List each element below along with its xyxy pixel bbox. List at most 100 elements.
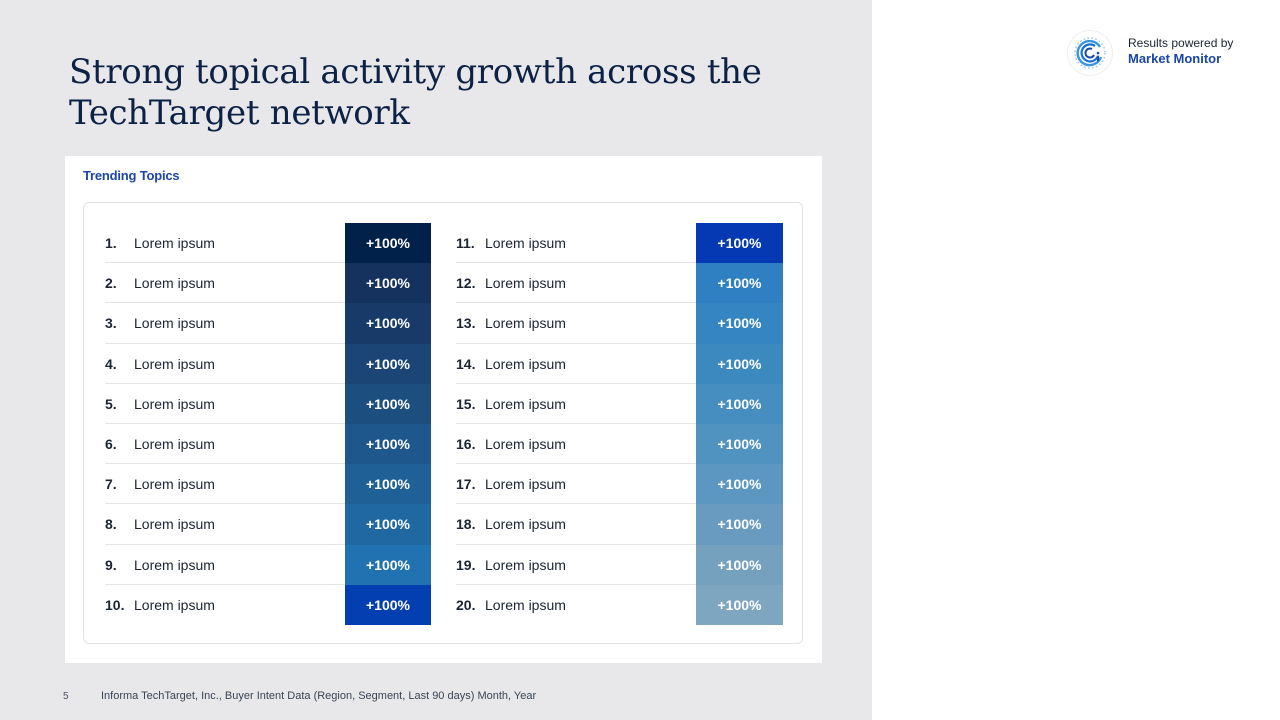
topic-row: 8. Lorem ipsum +100%	[105, 504, 431, 545]
row-divider	[456, 583, 696, 585]
topic-label: Lorem ipsum	[485, 315, 566, 332]
topic-change-badge: +100%	[345, 303, 431, 344]
topic-label: Lorem ipsum	[134, 275, 215, 292]
topic-rank: 7.	[105, 476, 117, 493]
row-divider	[456, 422, 696, 424]
topic-change-badge: +100%	[345, 223, 431, 264]
topic-row: 19. Lorem ipsum +100%	[456, 544, 783, 585]
topic-label: Lorem ipsum	[485, 476, 566, 493]
topic-rank: 18.	[456, 516, 476, 533]
topic-change-badge: +100%	[345, 544, 431, 585]
topic-label: Lorem ipsum	[134, 355, 215, 372]
topics-column-left: 1. Lorem ipsum +100% 2. Lorem ipsum +100% 3. Lo…	[105, 223, 431, 625]
topic-row: 13. Lorem ipsum +100%	[456, 303, 783, 344]
row-divider	[456, 463, 696, 465]
topic-rank: 14.	[456, 355, 476, 372]
topic-row: 1. Lorem ipsum +100%	[105, 223, 431, 264]
row-divider	[105, 262, 345, 264]
topic-label: Lorem ipsum	[485, 395, 566, 412]
topic-row: 14. Lorem ipsum +100%	[456, 343, 783, 384]
topic-change-badge: +100%	[345, 383, 431, 424]
row-divider	[456, 262, 696, 264]
topic-label: Lorem ipsum	[485, 355, 566, 372]
row-divider	[105, 382, 345, 384]
topic-row: 11. Lorem ipsum +100%	[456, 223, 783, 264]
topic-change-badge: +100%	[345, 343, 431, 384]
topic-row: 12. Lorem ipsum +100%	[456, 263, 783, 304]
topic-change-badge: +100%	[696, 383, 783, 424]
topic-label: Lorem ipsum	[485, 435, 566, 452]
card-title: Trending Topics	[83, 168, 180, 183]
topic-row: 3. Lorem ipsum +100%	[105, 303, 431, 344]
slide-content-panel: Strong topical activity growth across th…	[0, 0, 872, 720]
topic-change-badge: +100%	[696, 303, 783, 344]
topic-rank: 5.	[105, 395, 117, 412]
row-divider	[105, 503, 345, 505]
row-divider	[105, 302, 345, 304]
topic-row: 18. Lorem ipsum +100%	[456, 504, 783, 545]
row-divider	[105, 543, 345, 545]
topic-rank: 12.	[456, 275, 476, 292]
topic-label: Lorem ipsum	[134, 556, 215, 573]
topic-label: Lorem ipsum	[485, 275, 566, 292]
topic-row: 5. Lorem ipsum +100%	[105, 383, 431, 424]
topic-change-badge: +100%	[345, 263, 431, 304]
row-divider	[105, 583, 345, 585]
row-divider	[456, 503, 696, 505]
topic-row: 15. Lorem ipsum +100%	[456, 383, 783, 424]
page-number: 5	[63, 691, 69, 702]
topic-change-badge: +100%	[696, 464, 783, 505]
topic-rank: 19.	[456, 556, 476, 573]
topics-table: 1. Lorem ipsum +100% 2. Lorem ipsum +100% 3. Lo…	[83, 202, 803, 644]
topic-row: 20. Lorem ipsum +100%	[456, 584, 783, 625]
topic-rank: 4.	[105, 355, 117, 372]
topic-rank: 17.	[456, 476, 476, 493]
topic-rank: 8.	[105, 516, 117, 533]
topic-change-badge: +100%	[696, 584, 783, 625]
topic-row: 6. Lorem ipsum +100%	[105, 423, 431, 465]
topic-label: Lorem ipsum	[134, 315, 215, 332]
topic-change-badge: +100%	[345, 464, 431, 505]
topic-row: 16. Lorem ipsum +100%	[456, 423, 783, 465]
row-divider	[105, 422, 345, 424]
topic-change-badge: +100%	[696, 504, 783, 545]
topic-row: 10. Lorem ipsum +100%	[105, 584, 431, 625]
topic-rank: 1.	[105, 235, 117, 251]
topic-change-badge: +100%	[696, 544, 783, 585]
topic-row: 17. Lorem ipsum +100%	[456, 464, 783, 505]
topic-change-badge: +100%	[345, 584, 431, 625]
topic-label: Lorem ipsum	[485, 235, 566, 251]
topic-label: Lorem ipsum	[485, 516, 566, 533]
topic-rank: 9.	[105, 556, 117, 573]
topic-rank: 13.	[456, 315, 476, 332]
topic-label: Lorem ipsum	[485, 556, 566, 573]
topic-change-badge: +100%	[696, 343, 783, 384]
topic-rank: 20.	[456, 596, 476, 613]
topic-label: Lorem ipsum	[134, 235, 215, 251]
topic-label: Lorem ipsum	[485, 596, 566, 613]
topic-label: Lorem ipsum	[134, 596, 215, 613]
topic-rank: 3.	[105, 315, 117, 332]
brand-attribution: Results powered by Market Monitor	[1068, 31, 1258, 77]
topics-column-right: 11. Lorem ipsum +100% 12. Lorem ipsum +100% 13…	[456, 223, 783, 625]
topic-label: Lorem ipsum	[134, 516, 215, 533]
topic-change-badge: +100%	[696, 423, 783, 465]
source-note: Informa TechTarget, Inc., Buyer Intent D…	[101, 690, 537, 702]
topic-label: Lorem ipsum	[134, 435, 215, 452]
brand-powered-by: Results powered by	[1128, 36, 1234, 50]
topic-rank: 2.	[105, 275, 117, 292]
row-divider	[105, 342, 345, 344]
brand-name: Market Monitor	[1128, 51, 1222, 66]
topic-label: Lorem ipsum	[134, 395, 215, 412]
topic-rank: 15.	[456, 395, 476, 412]
row-divider	[456, 342, 696, 344]
topic-rank: 6.	[105, 435, 117, 452]
market-monitor-logo-icon	[1068, 31, 1112, 75]
topic-rank: 11.	[456, 235, 475, 251]
topic-change-badge: +100%	[345, 423, 431, 465]
topic-change-badge: +100%	[345, 504, 431, 545]
slide-title: Strong topical activity growth across th…	[69, 52, 762, 133]
row-divider	[105, 463, 345, 465]
topic-row: 7. Lorem ipsum +100%	[105, 464, 431, 505]
topic-row: 9. Lorem ipsum +100%	[105, 544, 431, 585]
